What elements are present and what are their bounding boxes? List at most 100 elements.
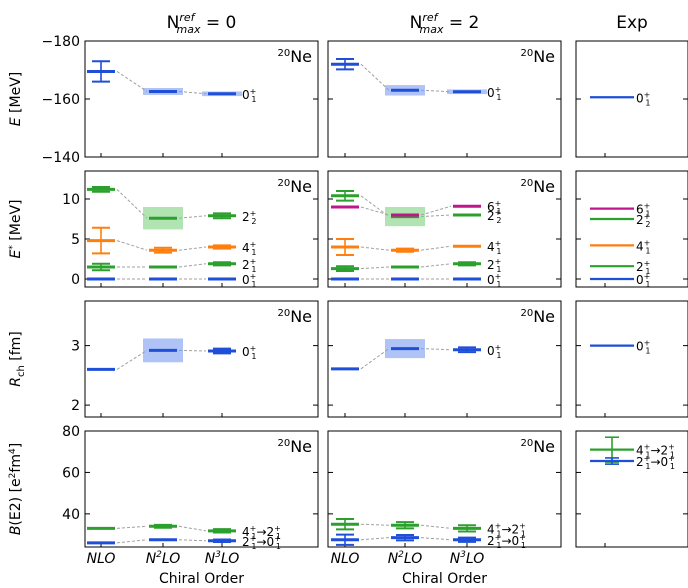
level-label: 0+ 1 [487,272,501,289]
panel-frame [84,430,319,548]
panel-be2-c2: 20Ne 4+ 1→2+ 12+ 1→0+ 1 [327,430,562,550]
y-tick-label: 40 [62,507,80,523]
panel-frame [84,300,319,418]
connector-line [360,246,390,251]
panel-frame [575,300,688,418]
nucleus-label: 20Ne [520,177,555,196]
column-titles: Nref max = 0 Nref max = 2 Exp [167,11,648,36]
exp-level-label: 2+ 1→0+ 1 [636,454,675,471]
series-excitation-2-exp: 4+ 1 [590,238,650,255]
connector-line [178,246,207,251]
exp-level-label: 2+ 1 [636,259,650,276]
series-excitation-0-c2: 0+ 1 [331,272,501,289]
panel-excitation-c2: 20Ne 0+ 12+ 14+ 1 2+ 26+ 1 [327,170,562,289]
series-excitation-4-exp: 6+ 1 [590,202,650,219]
level-label: 2+ 1 [242,257,256,274]
connector-line [178,215,207,219]
x-tick-label: N3LO [450,550,485,567]
y-tick-label: 2 [71,398,80,414]
y-tick-label: −160 [42,92,80,108]
exp-level-label: 0+ 1 [636,339,650,356]
connector-line [116,240,148,251]
x-axis-title: Chiral Order [159,571,244,587]
connector-line [116,71,148,92]
x-tick-label: N3LO [205,550,240,567]
column-title-c2: Nref max = 2 [410,11,480,36]
y-tick-label: 10 [62,192,80,208]
connector-line [360,348,390,370]
level-label: 2+ 1 [487,257,501,274]
nucleus-label: 20Ne [277,47,312,66]
series-excitation-0-c0: 0+ 1 [87,272,256,289]
series-be2-0-c0: 4+ 1→2+ 1 [87,523,281,541]
y-tick-label: 0 [71,272,80,288]
series-excitation-0-exp: 0+ 1 [590,272,650,289]
series-excitation-1-c2: 2+ 1 [331,257,501,274]
level-label: 0+ 1 [242,87,256,104]
connector-line [360,266,390,270]
connector-line [178,539,207,542]
exp-level-label: 2+ 2 [636,212,650,229]
connector-line [420,89,452,93]
connector-line [420,348,452,351]
connector-line [360,195,390,218]
y-axis-label-be2: B(E2) [e2fm4] [8,443,24,535]
nucleus-label: 20Ne [277,307,312,326]
connector-line [116,349,148,370]
y-axis-label-excitation: E* [MeV] [8,199,24,258]
x-tick-label: NLO [331,551,360,567]
exp-level-label: 0+ 1 [636,90,650,107]
series-excitation-1-c0: 2+ 1 [87,257,256,274]
series-energy-0-c0: 0+ 1 [87,60,256,104]
y-tick-label: 5 [71,232,80,248]
nucleus-label: 20Ne [520,307,555,326]
connector-line [116,189,148,219]
exp-level-label: 0+ 1 [636,272,650,289]
connector-line [420,245,452,251]
panel-radius-c0: 2 3 20Ne 0+ 1 [71,300,319,418]
connector-line [360,537,390,541]
connector-line [360,523,390,526]
panel-frame [575,170,688,288]
x-axis-labels: NLO N2LO N3LO Chiral Order NLO N2LO N3LO Chiral… [87,550,488,587]
series-radius-0-c2: 0+ 1 [331,339,501,371]
series-energy-0-exp: 0+ 1 [590,90,650,107]
panel-frame [575,40,688,158]
panel-energy-exp: 0+ 1 [575,40,688,158]
exp-level-label: 4+ 1 [636,238,650,255]
series-be2-0-c2: 4+ 1→2+ 1 [331,518,526,538]
y-axis-labels: E [MeV] E* [MeV] Rch [fm] B(E2) [e2fm4] [8,72,27,535]
y-axis-label-energy: E [MeV] [8,72,24,127]
connector-line [420,537,452,541]
y-axis-label-radius: Rch [fm] [8,331,27,387]
connector-line [420,205,452,216]
level-label: 6+ 1 [487,199,501,216]
panel-frame [575,430,688,548]
level-label: 2+ 2 [242,209,256,226]
x-tick-label: N2LO [146,550,181,567]
panel-radius-exp: 0+ 1 [575,300,688,418]
series-be2-1-exp: 2+ 1→0+ 1 [590,454,675,471]
panel-energy-c2: 20Ne 0+ 1 [327,40,562,158]
panel-be2-exp: 4+ 1→2+ 12+ 1→0+ 1 [575,430,688,548]
panel-radius-c2: 20Ne 0+ 1 [327,300,562,418]
series-excitation-3-c0: 2+ 2 [87,186,256,230]
nucleus-label: 20Ne [520,47,555,66]
column-title-c0: Nref max = 0 [167,11,237,36]
series-be2-1-c2: 2+ 1→0+ 1 [331,533,526,550]
column-title-exp: Exp [616,13,648,33]
level-label: 0+ 1 [487,343,501,360]
connector-line [420,263,452,268]
y-tick-label: 60 [62,465,80,481]
panel-be2-c0: 40 60 80 20Ne 4+ 1→2+ 12+ 1→0+ 1 [62,424,319,551]
y-tick-label: 3 [71,339,80,355]
panel-grid: −180 −160 −140 20Ne 0+ 1 20Ne 0+ 1 0+ 1 0 5 10 20Ne 0+ 1… [42,34,688,551]
level-label: 0+ 1 [242,344,256,361]
series-excitation-2-c0: 4+ 1 [87,226,256,257]
panel-excitation-exp: 0+ 12+ 1 4+ 1 2+ 26+ 1 [575,170,688,289]
nucleus-label: 20Ne [277,177,312,196]
level-label: 2+ 1→0+ 1 [242,534,281,551]
series-excitation-2-c2: 4+ 1 [331,238,501,256]
series-be2-1-c0: 2+ 1→0+ 1 [87,534,281,551]
nucleus-label: 20Ne [520,437,555,456]
